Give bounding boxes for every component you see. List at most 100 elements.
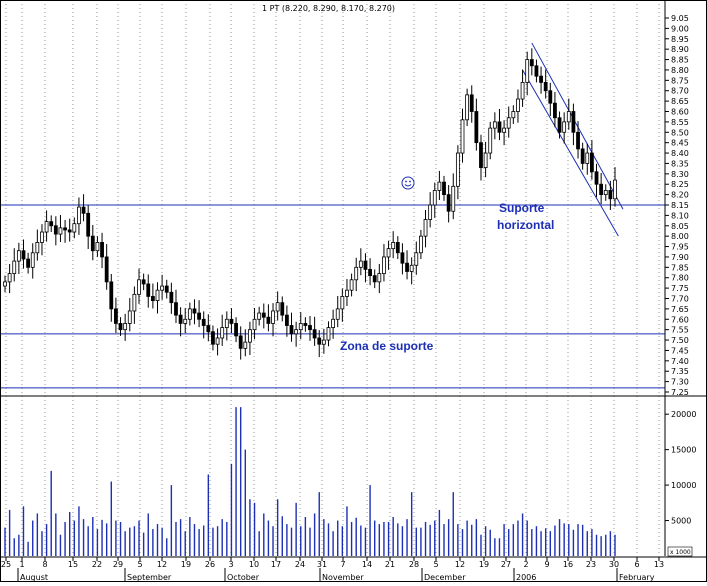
candle-body-47	[220, 327, 225, 339]
y-tick-label-31: 7.50	[671, 336, 689, 345]
candle-body-59	[275, 302, 280, 312]
candle-body-92	[428, 204, 433, 220]
x-tick-label-28: 6	[634, 560, 639, 569]
candle-body-111	[516, 98, 520, 112]
candle-body-131	[608, 190, 613, 200]
candle-body-85	[395, 241, 400, 254]
candle-body-90	[419, 235, 423, 254]
x-tick-label-20: 12	[455, 560, 465, 569]
y-tick-label-18: 8.15	[671, 201, 689, 210]
candle-body-93	[432, 190, 437, 206]
candle-body-98	[455, 152, 460, 187]
smiley-eye-left	[405, 180, 407, 183]
smiley-mouth	[404, 184, 412, 187]
y-tick-label-19: 8.10	[671, 211, 689, 220]
candle-body-78	[363, 260, 368, 270]
month-label-2: October	[227, 573, 260, 582]
candle-body-33	[155, 289, 160, 301]
candle-body-87	[405, 262, 409, 272]
y-tick-label-7: 8.70	[671, 87, 689, 96]
candle-body-89	[414, 252, 419, 266]
candle-body-72	[335, 308, 340, 320]
candle-body-71	[331, 318, 336, 328]
y-tick-label-35: 7.30	[671, 378, 689, 387]
candle-body-129	[599, 183, 604, 196]
y-tick-label-27: 7.70	[671, 295, 689, 304]
candle-body-24	[114, 308, 118, 324]
x-tick-label-15: 7	[340, 560, 345, 569]
candle-body-79	[368, 269, 372, 277]
candle-body-74	[345, 289, 349, 297]
candle-body-15	[72, 223, 77, 233]
candle-body-132	[613, 179, 617, 200]
x-tick-label-7: 12	[157, 560, 167, 569]
x-tick-label-21: 19	[479, 560, 489, 569]
smiley-eye-right	[409, 180, 411, 183]
candle-body-104	[483, 152, 488, 169]
y-tick-label-14: 8.35	[671, 159, 689, 168]
x-tick-label-26: 23	[586, 560, 596, 569]
candle-body-91	[423, 219, 428, 237]
candle-body-22	[104, 256, 109, 283]
candle-body-115	[534, 65, 539, 77]
candle-body-108	[502, 127, 506, 133]
candle-body-60	[280, 302, 285, 316]
candle-body-9	[44, 221, 49, 233]
y-tick-label-23: 7.90	[671, 253, 689, 262]
candle-body-25	[118, 323, 123, 331]
candle-body-43	[201, 318, 206, 326]
candle-body-99	[460, 119, 465, 154]
candle-body-55	[257, 312, 262, 320]
x-tick-label-17: 21	[385, 560, 395, 569]
volume-tick-label-0: 20000	[671, 410, 696, 419]
candle-body-65	[303, 323, 308, 326]
candle-body-121	[562, 121, 567, 133]
x-tick-label-1: 1	[19, 560, 24, 569]
candle-body-39	[183, 318, 188, 324]
y-tick-label-17: 8.20	[671, 191, 689, 200]
candle-body-34	[160, 285, 165, 291]
candle-body-77	[358, 260, 363, 268]
annotation-0: Suporte	[499, 201, 545, 215]
candle-body-30	[141, 279, 146, 285]
y-tick-label-5: 8.80	[671, 66, 689, 75]
candle-body-14	[67, 229, 72, 233]
candle-body-1	[7, 273, 12, 283]
candle-body-96	[446, 194, 451, 212]
x-tick-label-24: 9	[544, 560, 549, 569]
y-tick-label-2: 8.95	[671, 35, 689, 44]
month-label-0: August	[20, 573, 48, 582]
candle-body-122	[566, 111, 571, 123]
price-panel	[0, 42, 665, 389]
candle-body-6	[30, 252, 35, 268]
candle-body-80	[372, 275, 377, 283]
candle-body-107	[497, 121, 502, 133]
candle-body-83	[386, 248, 391, 258]
x-tick-label-5: 29	[113, 560, 123, 569]
x-tick-label-18: 28	[409, 560, 419, 569]
volume-tick-label-1: 15000	[671, 446, 696, 455]
y-tick-label-10: 8.55	[671, 118, 689, 127]
volume-unit-box	[667, 546, 693, 557]
y-tick-label-20: 8.05	[671, 222, 689, 231]
y-tick-label-33: 7.40	[671, 357, 689, 366]
candle-body-61	[284, 314, 289, 326]
month-label-5: 2006	[516, 573, 536, 582]
candle-body-94	[437, 181, 442, 191]
x-tick-label-22: 27	[501, 560, 511, 569]
candle-body-49	[229, 318, 234, 324]
candle-body-112	[520, 82, 525, 100]
candle-body-69	[321, 339, 326, 345]
y-tick-label-29: 7.60	[671, 315, 689, 324]
candle-body-42	[197, 312, 201, 320]
candle-body-8	[40, 231, 44, 243]
y-tick-label-6: 8.75	[671, 76, 689, 85]
x-tick-label-4: 22	[92, 560, 102, 569]
y-tick-label-3: 8.90	[671, 45, 689, 54]
candle-body-46	[215, 337, 220, 345]
candle-body-120	[557, 117, 562, 133]
candle-body-52	[243, 341, 248, 349]
y-tick-label-24: 7.85	[671, 263, 689, 272]
